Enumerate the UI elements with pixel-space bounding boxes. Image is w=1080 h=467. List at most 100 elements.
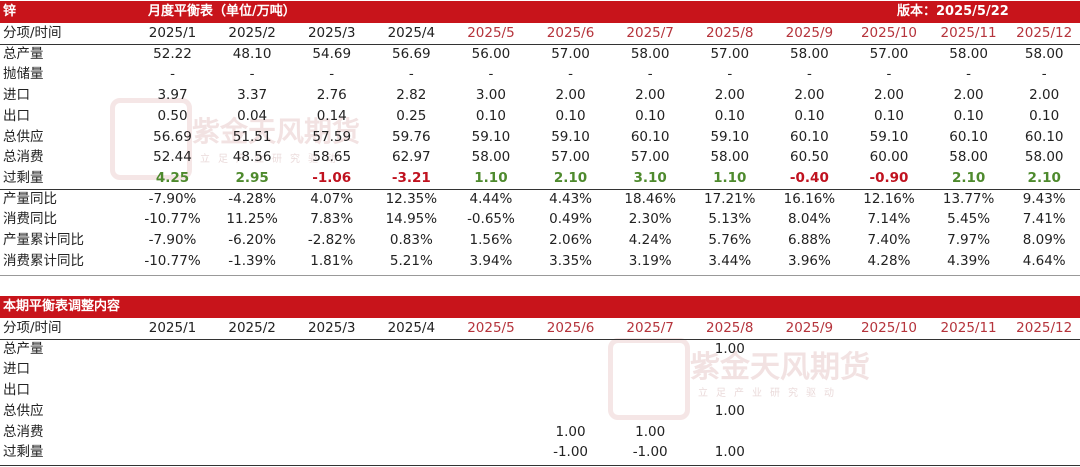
adjust-cell [849, 339, 929, 360]
adjust-cell [212, 442, 292, 463]
balance-cell: - [647, 66, 653, 83]
adjust-month-header: 2025/10 [860, 320, 918, 336]
adjust-cell [1008, 380, 1080, 401]
adjust-row-label: 进口 [3, 361, 30, 378]
balance-cell: 58.00 [630, 45, 670, 62]
balance-month-header: 2025/5 [467, 25, 515, 41]
balance-cell: 0.10 [794, 107, 825, 124]
sheet-title: 月度平衡表（单位/万吨） [148, 4, 296, 19]
adjust-cell [212, 339, 292, 360]
adjust-month-header: 2025/4 [387, 320, 436, 336]
balance-row-label: 进口 [3, 87, 30, 104]
adjust-cell [929, 422, 1009, 443]
table-row: 消费同比 -10.77% 11.25% 7.83% 14.95% -0.65% 0.49% 2… [0, 209, 1080, 230]
balance-cell: 60.00 [869, 149, 909, 166]
ratio-cell: -7.90% [148, 232, 197, 249]
balance-month-header: 2025/9 [785, 25, 834, 41]
balance-cell: 57.00 [630, 149, 670, 166]
balance-cell: - [170, 66, 175, 83]
table-row: 产量同比 -7.90% -4.28% 4.07% 12.35% 4.44% 4.43% 18.… [0, 189, 1080, 210]
adjust-header-label: 分项/时间 [3, 320, 62, 336]
adjust-cell [451, 442, 531, 463]
ratio-cell: 16.16% [783, 190, 836, 207]
balance-cell: 0.10 [1029, 107, 1060, 124]
adjust-cell [133, 359, 213, 380]
balance-cell: -3.21 [391, 169, 431, 186]
balance-cell: 0.25 [396, 107, 427, 124]
adjust-row-label: 出口 [3, 382, 30, 399]
balance-cell: - [1041, 66, 1047, 83]
adjust-cell [372, 380, 452, 401]
balance-cell: 1.10 [713, 169, 747, 186]
adjust-cell [849, 401, 929, 422]
adjust-cell [372, 442, 452, 463]
adjust-cell [292, 442, 372, 463]
adjust-cell [770, 401, 850, 422]
balance-month-header: 2025/10 [860, 25, 918, 41]
adjust-cell [929, 442, 1009, 463]
balance-row-label: 总产量 [3, 45, 44, 62]
ratio-cell: 4.28% [867, 252, 911, 269]
adjust-cell [770, 380, 850, 401]
adjust-cell [1008, 422, 1080, 443]
adjust-cell: 1.00 [714, 402, 745, 419]
adjust-cell [292, 359, 372, 380]
balance-cell: - [488, 66, 494, 83]
ratio-cell: 5.76% [708, 232, 752, 249]
balance-cell: 59.10 [551, 128, 590, 145]
balance-cell: 3.37 [237, 87, 268, 104]
adjust-cell [372, 339, 452, 360]
adjust-cell [849, 422, 929, 443]
balance-cell: 1.10 [474, 169, 508, 186]
balance-cell: 2.00 [1029, 87, 1060, 104]
adjust-row-label: 总产量 [3, 340, 44, 357]
adjust-month-header: 2025/1 [148, 320, 197, 336]
table-row: 总供应 56.69 51.51 57.59 59.76 59.10 59.10 60.10 59… [0, 127, 1080, 148]
adjust-cell [212, 401, 292, 422]
adjust-cell [372, 401, 452, 422]
adjust-cell [292, 339, 372, 360]
adjust-cell [451, 422, 531, 443]
balance-cell: - [886, 66, 892, 83]
ratio-cell: 6.88% [787, 232, 831, 249]
balance-cell: - [408, 66, 414, 83]
balance-cell: - [727, 66, 733, 83]
ratio-cell: 9.43% [1022, 190, 1066, 207]
balance-cell: 0.10 [873, 107, 905, 124]
ratio-cell: 5.45% [947, 211, 991, 228]
ratio-cell: 3.94% [469, 252, 513, 269]
adjust-cell [531, 339, 611, 360]
table-row: 消费累计同比 -10.77% -1.39% 1.81% 5.21% 3.94% 3.35% 3… [0, 251, 1080, 272]
adjust-cell [1008, 359, 1080, 380]
balance-cell: - [329, 66, 335, 83]
ratio-cell: 1.81% [310, 252, 354, 269]
balance-cell: 57.00 [869, 45, 909, 62]
adjust-cell: -1.00 [553, 444, 589, 461]
adjust-month-header: 2025/3 [307, 320, 356, 336]
balance-cell: 59.10 [471, 128, 511, 145]
ratio-cell: -2.82% [307, 232, 356, 249]
adjust-cell [770, 442, 850, 463]
balance-cell: 62.97 [392, 149, 431, 166]
balance-row-label: 过剩量 [3, 169, 44, 186]
balance-cell: 0.14 [316, 107, 347, 124]
balance-cell: 0.50 [157, 107, 188, 124]
adjust-cell: 1.00 [714, 444, 745, 461]
ratio-cell: 4.24% [628, 232, 672, 249]
adjust-row-label: 总供应 [3, 402, 44, 419]
ratio-cell: -10.77% [144, 211, 201, 228]
balance-row-label: 出口 [3, 107, 30, 124]
adjust-cell [212, 359, 292, 380]
table-row: 过剩量 -1.00 -1.00 1.00 [0, 442, 1080, 463]
balance-month-header: 2025/11 [940, 25, 997, 41]
table-row: 总消费 52.44 48.56 58.65 62.97 58.00 57.00 57.00 58… [0, 147, 1080, 168]
balance-cell: 48.10 [232, 45, 272, 62]
metal-label: 锌 [3, 4, 17, 19]
balance-cell: 60.10 [790, 128, 829, 145]
balance-cell: 4.25 [155, 169, 190, 186]
ratio-cell: 8.04% [787, 211, 831, 228]
adjust-cell [849, 442, 929, 463]
balance-cell: 58.00 [1024, 45, 1064, 62]
balance-cell: -1.06 [312, 169, 352, 186]
